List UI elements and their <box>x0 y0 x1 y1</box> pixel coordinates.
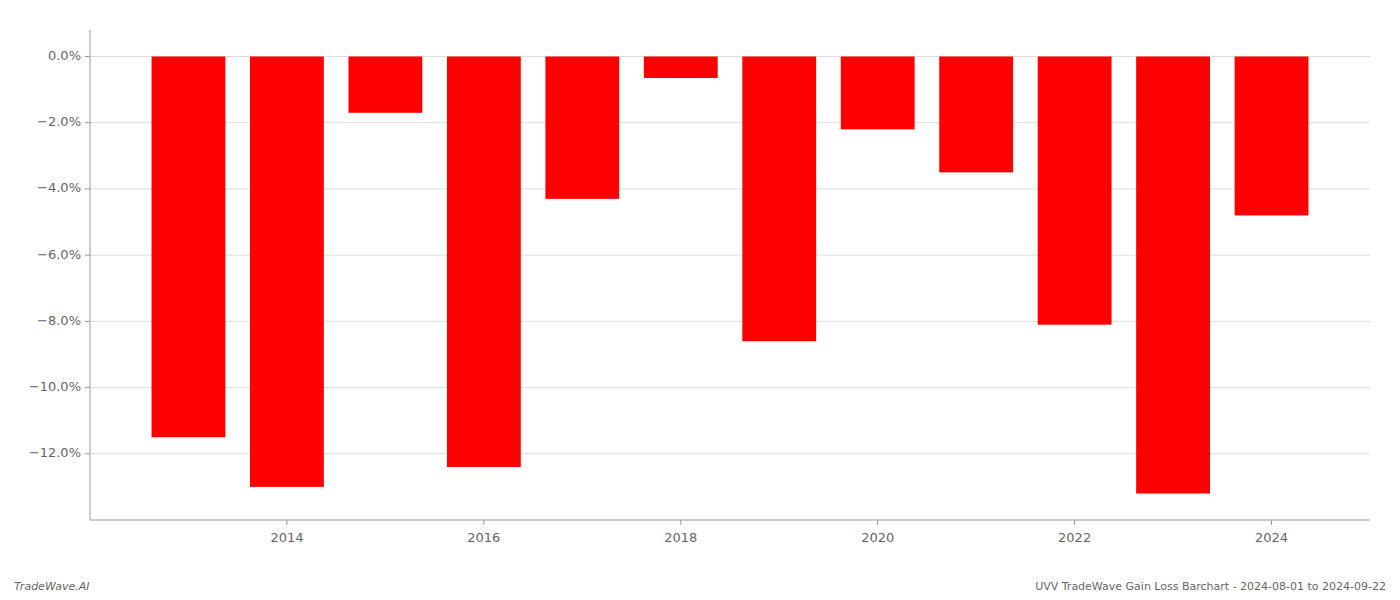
y-tick-label: −10.0% <box>29 379 81 394</box>
bar <box>644 56 718 78</box>
bar <box>841 56 915 129</box>
x-tick <box>286 520 287 525</box>
x-tick <box>483 520 484 525</box>
x-tick <box>680 520 681 525</box>
footer-text: TradeWave.AI <box>14 580 89 593</box>
y-tick-label: 0.0% <box>48 48 81 63</box>
bar <box>250 56 324 486</box>
y-tick <box>85 188 90 189</box>
bar <box>1235 56 1309 215</box>
x-tick-label: 2022 <box>1058 530 1091 545</box>
x-tick <box>1074 520 1075 525</box>
footer: TradeWave.AI UVV TradeWave Gain Loss Barc… <box>14 580 1386 593</box>
bar <box>939 56 1013 172</box>
y-tick <box>85 453 90 454</box>
x-axis-line <box>90 520 1370 521</box>
y-axis-line <box>90 30 91 520</box>
bar <box>742 56 816 341</box>
x-tick-label: 2018 <box>664 530 697 545</box>
y-tick <box>85 387 90 388</box>
y-tick-label: −12.0% <box>29 445 81 460</box>
chart-svg: 0.0% −2.0% −4.0% −6.0% −8.0% −10.0% −12.0% 2014… <box>0 0 1400 600</box>
y-tick-label: −8.0% <box>37 313 81 328</box>
x-tick <box>1271 520 1272 525</box>
bar <box>1136 56 1210 493</box>
bar <box>447 56 521 467</box>
bars <box>152 56 1309 493</box>
y-tick-label: −6.0% <box>37 247 81 262</box>
bar <box>1038 56 1112 324</box>
y-tick-label: −2.0% <box>37 114 81 129</box>
y-tick-label: −4.0% <box>37 180 81 195</box>
y-tick <box>85 255 90 256</box>
bar <box>348 56 422 112</box>
bar <box>152 56 226 437</box>
y-tick-labels: 0.0% −2.0% −4.0% −6.0% −8.0% −10.0% −12.0% <box>29 48 90 460</box>
x-tick-label: 2020 <box>861 530 894 545</box>
axes <box>90 30 1370 520</box>
chart-container: 0.0% −2.0% −4.0% −6.0% −8.0% −10.0% −12.0% 2014… <box>0 0 1400 600</box>
y-tick <box>85 122 90 123</box>
x-tick-label: 2024 <box>1255 530 1288 545</box>
y-tick <box>85 56 90 57</box>
x-tick <box>877 520 878 525</box>
y-tick <box>85 321 90 322</box>
x-tick-label: 2014 <box>270 530 303 545</box>
bar <box>545 56 619 198</box>
x-tick-label: 2016 <box>467 530 500 545</box>
x-tick-labels: 2014 2016 2018 2020 2022 2024 <box>270 520 1288 545</box>
footer-text: UVV TradeWave Gain Loss Barchart - 2024-… <box>1035 580 1386 593</box>
